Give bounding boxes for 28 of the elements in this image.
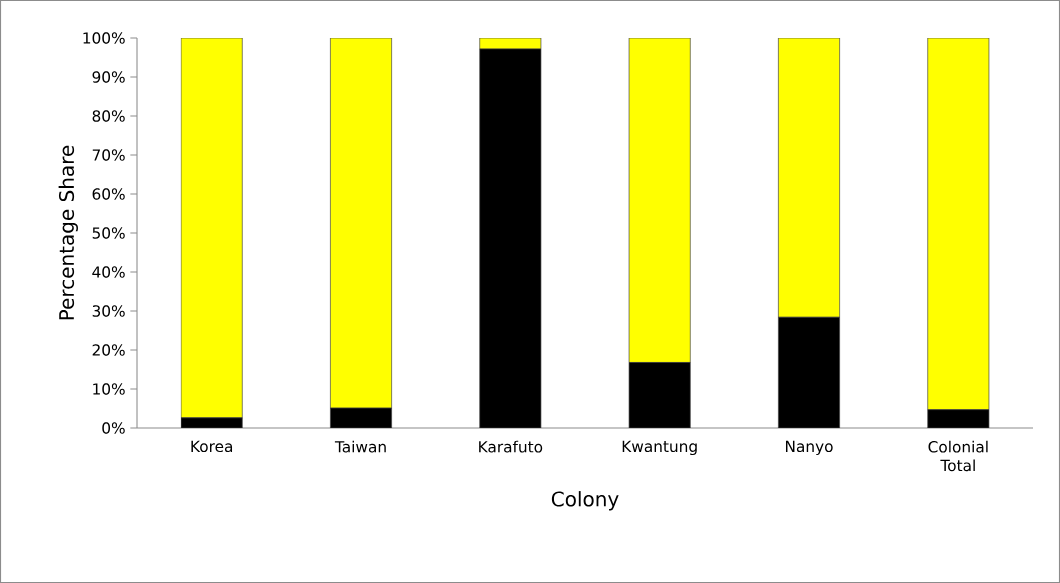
y-tick-label: 80%	[92, 110, 125, 122]
y-tick-label: 30%	[92, 305, 125, 317]
x-tick-label: Kwantung	[622, 440, 697, 456]
y-tick-label: 20%	[92, 344, 125, 356]
bar	[778, 38, 840, 318]
bar	[778, 316, 840, 428]
y-tick-label: 100%	[83, 32, 125, 44]
y-tick-label: 90%	[92, 71, 125, 83]
bar	[628, 38, 691, 363]
x-tick-label: Korea	[191, 440, 233, 453]
x-tick-label: Taiwan	[334, 440, 386, 453]
y-tick-label: 50%	[92, 227, 125, 239]
x-tick-label: Karafuto	[479, 440, 543, 453]
y-tick-label: 60%	[92, 188, 125, 200]
y-tick-label: 10%	[93, 383, 125, 395]
y-tick-label: 40%	[92, 266, 125, 278]
bar	[330, 38, 392, 409]
x-tick-label: Nanyo	[785, 440, 833, 456]
y-tick-label: 0%	[102, 422, 125, 434]
bar	[479, 48, 542, 428]
bar	[927, 409, 990, 428]
bar	[927, 38, 990, 411]
bar	[628, 362, 691, 428]
y-tick-label: 70%	[92, 149, 125, 161]
bar	[180, 38, 243, 419]
x-axis-title: Colony	[551, 491, 619, 511]
x-tick-label: Colonial Total	[928, 440, 988, 472]
y-axis-title: Percentage Share	[58, 145, 78, 320]
